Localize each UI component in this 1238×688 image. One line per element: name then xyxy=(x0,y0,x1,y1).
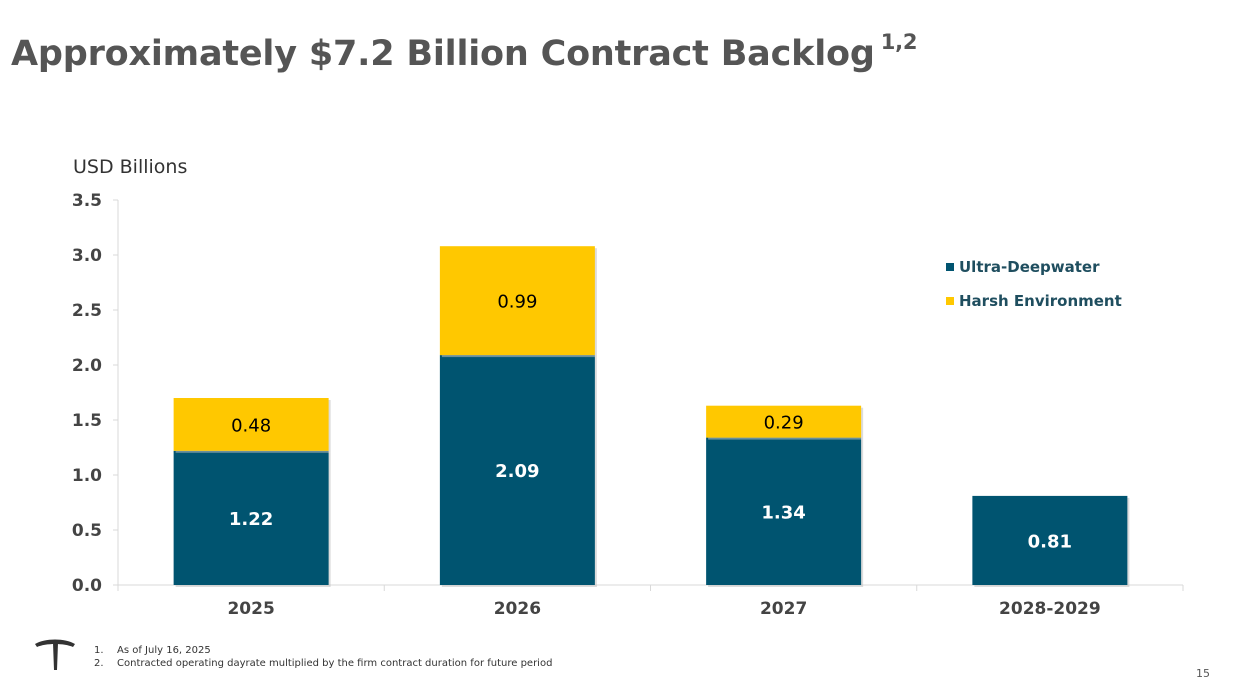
legend-label-ultra-deepwater: Ultra-Deepwater xyxy=(959,258,1100,276)
page-title-text: Approximately $7.2 Billion Contract Back… xyxy=(11,34,875,74)
y-tick-label: 2.5 xyxy=(72,301,102,321)
data-label-harsh-environment-2025: 0.48 xyxy=(231,415,271,436)
bar-ultra-deepwater-2025 xyxy=(173,450,329,585)
y-axis-unit-label: USD Billions xyxy=(73,156,188,178)
footnote-number: 1. xyxy=(94,645,104,656)
chart-legend: Ultra-Deepwater Harsh Environment xyxy=(946,257,1122,325)
page-number: 15 xyxy=(1196,667,1210,680)
footnote-text: As of July 16, 2025 xyxy=(117,645,211,656)
y-tick-label: 0.5 xyxy=(72,521,102,541)
data-label-harsh-environment-2026: 0.99 xyxy=(497,292,537,313)
legend-swatch-harsh-environment xyxy=(946,297,954,305)
x-tick-label: 2028-2029 xyxy=(999,599,1101,619)
bar-ultra-deepwater-2028-2029 xyxy=(972,495,1128,585)
legend-item-ultra-deepwater: Ultra-Deepwater xyxy=(946,257,1122,277)
bar-ultra-deepwater-2027 xyxy=(706,437,862,585)
legend-label-harsh-environment: Harsh Environment xyxy=(959,292,1122,310)
bar-ultra-deepwater-2026 xyxy=(439,355,595,585)
x-tick-label: 2026 xyxy=(494,599,541,619)
bar-harsh-environment-2027 xyxy=(706,405,862,438)
y-tick-label: 3.5 xyxy=(72,191,102,211)
data-label-harsh-environment-2027: 0.29 xyxy=(764,413,804,434)
bar-harsh-environment-2026 xyxy=(439,246,595,356)
x-tick-label: 2025 xyxy=(227,599,274,619)
company-logo-icon xyxy=(33,636,77,676)
legend-item-harsh-environment: Harsh Environment xyxy=(946,291,1122,311)
data-label-ultra-deepwater-2028-2029: 0.81 xyxy=(1028,531,1072,552)
footnote-1: 1. As of July 16, 2025 xyxy=(94,644,552,657)
legend-swatch-ultra-deepwater xyxy=(946,263,954,271)
title-footnote-ref: 1,2 xyxy=(880,30,918,54)
footnotes: 1. As of July 16, 2025 2. Contracted ope… xyxy=(94,644,552,670)
data-label-ultra-deepwater-2026: 2.09 xyxy=(495,461,539,482)
page-title: Approximately $7.2 Billion Contract Back… xyxy=(11,30,918,74)
x-tick-label: 2027 xyxy=(760,599,807,619)
y-tick-label: 2.0 xyxy=(72,356,102,376)
y-tick-label: 1.5 xyxy=(72,411,102,431)
data-label-ultra-deepwater-2025: 1.22 xyxy=(229,509,273,530)
data-label-ultra-deepwater-2027: 1.34 xyxy=(761,502,805,523)
footnote-2: 2. Contracted operating dayrate multipli… xyxy=(94,657,552,670)
bar-harsh-environment-2025 xyxy=(173,398,329,451)
footnote-text: Contracted operating dayrate multiplied … xyxy=(117,658,553,669)
footnote-number: 2. xyxy=(94,658,104,669)
y-tick-label: 1.0 xyxy=(72,466,102,486)
y-tick-label: 3.0 xyxy=(72,246,102,266)
y-tick-label: 0.0 xyxy=(72,576,102,596)
